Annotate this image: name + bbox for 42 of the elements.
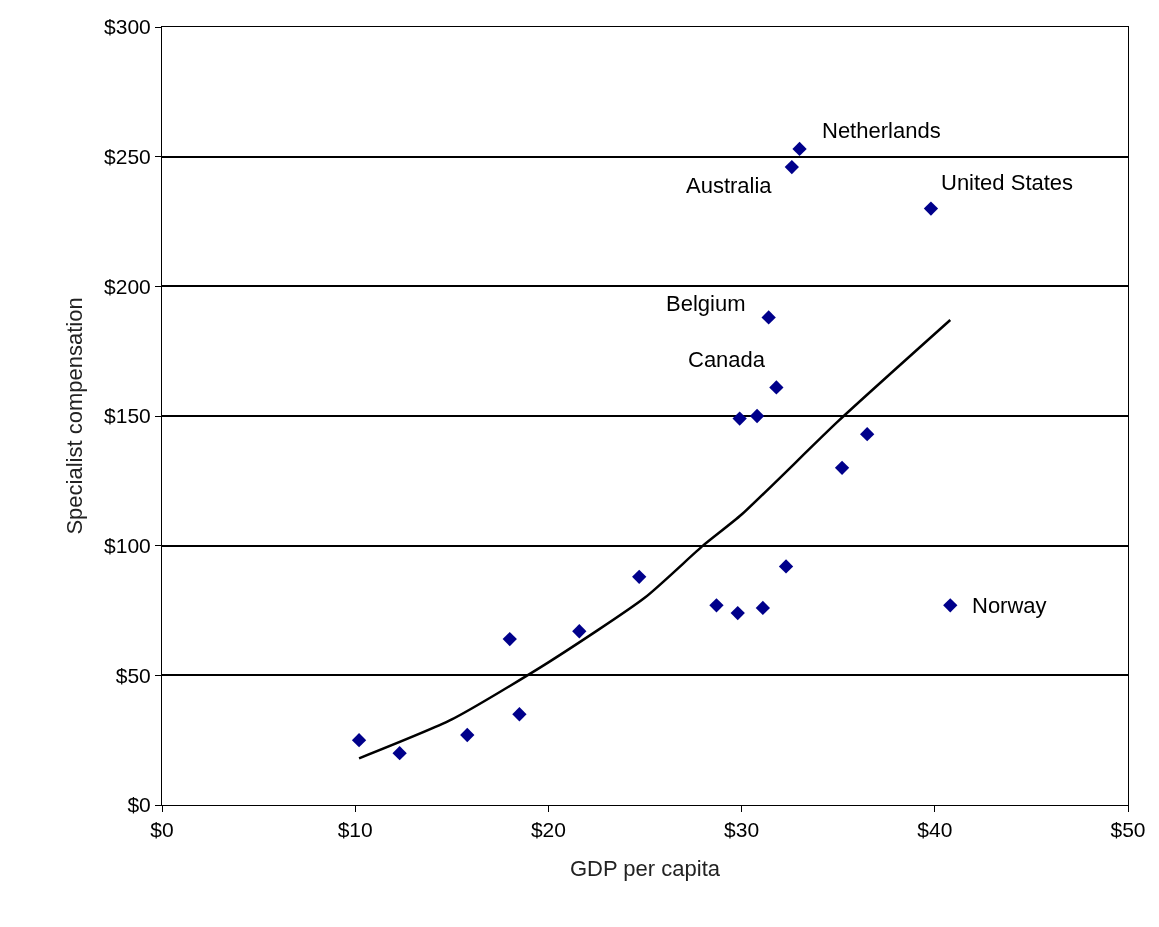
- annotation: Netherlands: [822, 118, 941, 143]
- point: [460, 727, 475, 743]
- x-tick-label: $30: [724, 818, 760, 842]
- point: [351, 733, 367, 748]
- y-tick-label: $0: [127, 793, 151, 817]
- y-tick-label: $200: [104, 274, 151, 298]
- y-tick-label: $100: [104, 534, 151, 558]
- point: [860, 427, 875, 442]
- point: [709, 598, 724, 613]
- point: [923, 201, 939, 216]
- x-tick-label: $0: [150, 818, 174, 842]
- y-tick-label: $250: [104, 145, 151, 169]
- point: [730, 605, 745, 621]
- x-tick-label: $10: [337, 818, 373, 842]
- y-tick-label: $300: [104, 15, 151, 39]
- point: [755, 600, 770, 616]
- point: [749, 408, 765, 424]
- annotation: United States: [941, 170, 1074, 195]
- annotation: Australia: [686, 173, 773, 198]
- point: [512, 707, 527, 722]
- point: [834, 460, 850, 476]
- annotation: Canada: [688, 347, 766, 372]
- x-tick-label: $40: [917, 818, 953, 842]
- x-axis-title: GDP per capita: [569, 856, 721, 882]
- point: [769, 380, 784, 395]
- point: [792, 141, 807, 157]
- y-tick-label: $150: [104, 404, 151, 428]
- y-tick-label: $50: [115, 663, 151, 687]
- point: [943, 598, 958, 613]
- point: [502, 631, 517, 647]
- x-tick-label: $50: [1110, 818, 1146, 842]
- point: [392, 745, 407, 761]
- point: [784, 159, 799, 175]
- point: [572, 624, 587, 639]
- point: [632, 569, 647, 584]
- x-tick-label: $20: [530, 818, 566, 842]
- annotation: Belgium: [666, 291, 746, 316]
- point: [778, 559, 794, 574]
- y-axis-title: Specialist compensation: [61, 297, 87, 535]
- point: [732, 411, 747, 426]
- annotation: Norway: [972, 593, 1047, 618]
- point: [761, 310, 776, 325]
